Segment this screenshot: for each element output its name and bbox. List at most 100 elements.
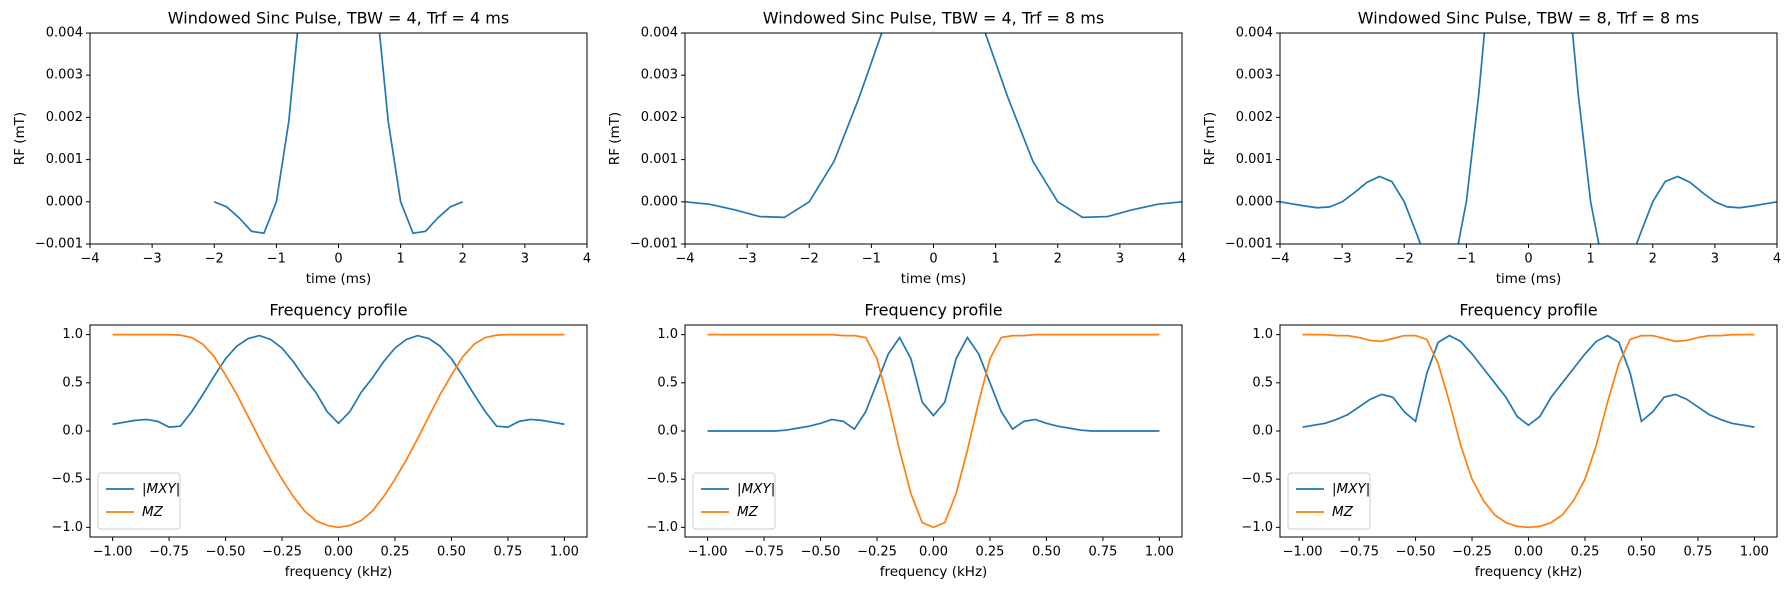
y-tick-label: 0.001 — [1236, 152, 1273, 167]
x-tick-label: −3 — [738, 252, 757, 267]
line — [707, 335, 1160, 432]
x-tick-label: −2 — [1395, 252, 1414, 267]
y-tick-label: 0.000 — [641, 194, 678, 209]
y-tick-label: −0.001 — [630, 237, 678, 252]
x-axis-label: frequency (kHz) — [285, 564, 393, 580]
x-tick-label: −1.00 — [688, 545, 728, 560]
y-tick-label: 0.003 — [46, 68, 83, 83]
legend-box — [692, 472, 776, 530]
x-tick-label: −4 — [675, 252, 694, 267]
x-tick-label: 4 — [1773, 252, 1781, 267]
x-tick-label: 0.50 — [1032, 545, 1061, 560]
y-tick-label: −0.001 — [1225, 237, 1273, 252]
legend-box — [97, 472, 181, 530]
y-tick-label: 0.000 — [46, 194, 83, 209]
y-tick-label: 0.004 — [641, 26, 678, 41]
y-tick-label: −0.001 — [35, 237, 83, 252]
x-tick-label: 1.00 — [1145, 545, 1174, 560]
legend-label: |MXY| — [142, 481, 180, 497]
y-tick-label: 0.001 — [46, 152, 83, 167]
x-tick-label: −1 — [1457, 252, 1476, 267]
axes-frame — [1279, 32, 1778, 245]
x-tick-label: −4 — [1270, 252, 1289, 267]
x-tick-label: −2 — [800, 252, 819, 267]
x-axis-label: frequency (kHz) — [1475, 564, 1583, 580]
line — [112, 334, 565, 429]
x-tick-label: 2 — [1054, 252, 1062, 267]
x-tick-label: 0.50 — [437, 545, 466, 560]
y-tick-label: 0.002 — [1236, 110, 1273, 125]
y-tick-label: 0.0 — [657, 424, 678, 439]
line — [112, 333, 565, 529]
x-tick-label: −3 — [143, 252, 162, 267]
chart-title: Windowed Sinc Pulse, TBW = 8, Trf = 8 ms — [1358, 9, 1699, 28]
line — [707, 333, 1160, 529]
x-tick-label: −0.50 — [801, 545, 841, 560]
line — [1280, 33, 1777, 244]
line — [1302, 334, 1755, 428]
y-tick-label: −1.0 — [51, 520, 83, 535]
x-tick-label: 0.75 — [1088, 545, 1117, 560]
x-tick-label: 0.00 — [1514, 545, 1543, 560]
x-tick-label: 0 — [334, 252, 342, 267]
x-tick-label: −0.75 — [744, 545, 784, 560]
y-tick-label: 0.5 — [657, 375, 678, 390]
line — [1302, 333, 1755, 529]
x-tick-label: −0.75 — [149, 545, 189, 560]
y-tick-label: 0.002 — [641, 110, 678, 125]
x-tick-label: −1.00 — [93, 545, 133, 560]
axes-frame — [684, 324, 1183, 538]
axes-frame — [89, 324, 588, 538]
x-tick-label: 3 — [1711, 252, 1719, 267]
y-tick-label: −0.5 — [1241, 472, 1273, 487]
x-tick-label: −0.25 — [857, 545, 897, 560]
chart-title: Frequency profile — [1459, 301, 1597, 320]
y-tick-label: 0.004 — [46, 26, 83, 41]
y-tick-label: 0.000 — [1236, 194, 1273, 209]
x-tick-label: 2 — [1649, 252, 1657, 267]
x-axis-label: time (ms) — [1496, 271, 1562, 287]
y-tick-label: −1.0 — [646, 520, 678, 535]
x-tick-label: 2 — [459, 252, 467, 267]
y-tick-label: −0.5 — [51, 472, 83, 487]
y-axis-label: RF (mT) — [607, 112, 623, 165]
subplot: Windowed Sinc Pulse, TBW = 4, Trf = 8 ms… — [607, 9, 1186, 288]
x-axis-label: time (ms) — [306, 271, 372, 287]
legend-label: MZ — [142, 504, 164, 520]
y-axis-label: RF (mT) — [12, 112, 28, 165]
x-tick-label: 1.00 — [550, 545, 579, 560]
x-tick-label: −4 — [80, 252, 99, 267]
y-axis-label: RF (mT) — [1202, 112, 1218, 165]
x-tick-label: 1 — [396, 252, 404, 267]
x-tick-label: −0.50 — [1396, 545, 1436, 560]
y-tick-label: 0.003 — [641, 68, 678, 83]
subplot: Frequency profile frequency (kHz) −1.00 −0.… — [646, 301, 1183, 580]
x-tick-label: 4 — [583, 252, 591, 267]
x-tick-label: −2 — [205, 252, 224, 267]
x-tick-label: −0.25 — [1452, 545, 1492, 560]
x-tick-label: 0.00 — [324, 545, 353, 560]
x-tick-label: −0.75 — [1339, 545, 1379, 560]
x-tick-label: 0 — [1524, 252, 1532, 267]
chart-title: Windowed Sinc Pulse, TBW = 4, Trf = 8 ms — [763, 9, 1104, 28]
subplot: Windowed Sinc Pulse, TBW = 4, Trf = 4 ms… — [12, 9, 591, 288]
y-tick-label: 0.002 — [46, 110, 83, 125]
x-tick-label: 0.25 — [1571, 545, 1600, 560]
y-tick-label: 0.0 — [62, 424, 83, 439]
chart-title: Frequency profile — [864, 301, 1002, 320]
x-tick-label: 0.25 — [381, 545, 410, 560]
x-tick-label: 0.75 — [1683, 545, 1712, 560]
axes-frame — [1279, 324, 1778, 538]
x-tick-label: −0.25 — [262, 545, 302, 560]
x-tick-label: 1.00 — [1740, 545, 1769, 560]
axes-frame — [684, 32, 1183, 245]
legend: |MXY| MZ — [692, 472, 776, 530]
legend: |MXY| MZ — [97, 472, 181, 530]
x-tick-label: 3 — [1116, 252, 1124, 267]
x-tick-label: −1.00 — [1283, 545, 1323, 560]
legend-label: MZ — [737, 504, 759, 520]
axes-frame — [89, 32, 588, 245]
legend-box — [1287, 472, 1371, 530]
y-tick-label: 0.0 — [1252, 424, 1273, 439]
legend-label: MZ — [1332, 504, 1354, 520]
